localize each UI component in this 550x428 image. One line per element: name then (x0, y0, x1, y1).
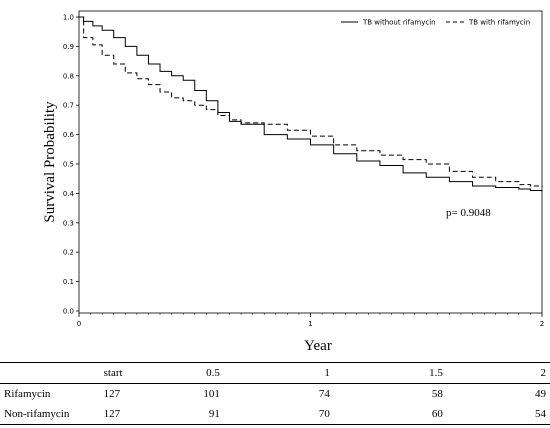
y-tick-label: 0.5 (63, 161, 74, 169)
legend: TB without rifamycin TB with rifamycin (341, 19, 530, 27)
series-lines (79, 16, 543, 192)
x-axis: 0 1 2 (77, 313, 544, 328)
risk-cell: 101 (203, 388, 220, 400)
y-tick-label: 0.7 (63, 102, 74, 110)
y-tick-label: 0.9 (63, 43, 74, 51)
x-tick-label: 1 (308, 320, 312, 328)
risk-col-start: start (103, 362, 130, 384)
survival-chart: 0.0 0.1 0.2 0.3 0.4 0.5 0.6 0.7 0.8 0.9 1.0 0 1 2 Su… (42, 10, 544, 354)
risk-table-corner (0, 362, 104, 384)
legend-label-with-rifamycin: TB with rifamycin (468, 19, 530, 27)
y-tick-label: 0.2 (63, 249, 74, 257)
y-tick-label: 0.3 (63, 219, 74, 227)
risk-cell: 70 (219, 404, 330, 425)
p-value-annotation: p= 0.9048 (446, 207, 491, 219)
risk-col-1-5: 1.5 (329, 362, 443, 384)
y-tick-label: 1.0 (63, 14, 74, 22)
y-tick-label: 0.6 (63, 131, 75, 139)
y-axis-label: Survival Probability (42, 101, 58, 223)
risk-row-label: Rifamycin (4, 388, 51, 400)
y-axis: 0.0 0.1 0.2 0.3 0.4 0.5 0.6 0.7 0.8 0.9 1.0 (63, 14, 79, 316)
risk-col-2: 2 (442, 362, 550, 384)
risk-table-header: start 0.5 1 1.5 2 (0, 362, 550, 384)
risk-cell: 58 (431, 388, 443, 400)
x-axis-label: Year (304, 338, 332, 354)
risk-cell: 127 (103, 388, 121, 400)
risk-cell: 54 (442, 404, 550, 425)
x-tick-label: 0 (77, 320, 81, 328)
risk-row-non-rifamycin: Non-rifamycin 127 91 70 60 54 (0, 404, 550, 425)
series-line-without-rifamycin (79, 16, 543, 192)
y-tick-label: 0.1 (63, 278, 74, 286)
risk-col-0-5: 0.5 (129, 362, 220, 384)
risk-row-rifamycin: Rifamycin 127 101 74 58 49 (0, 384, 550, 405)
risk-cell: 91 (129, 404, 220, 425)
series-line-with-rifamycin (79, 16, 543, 188)
y-tick-label: 0.4 (63, 190, 75, 198)
risk-cell: 60 (329, 404, 443, 425)
y-tick-label: 0.0 (63, 308, 74, 316)
risk-row-label: Non-rifamycin (0, 404, 104, 425)
risk-cell: 74 (318, 388, 330, 400)
risk-cell: 49 (535, 388, 546, 400)
risk-col-1: 1 (219, 362, 330, 384)
legend-label-without-rifamycin: TB without rifamycin (362, 19, 436, 27)
x-tick-label: 2 (540, 320, 544, 328)
risk-cell: 127 (103, 404, 130, 425)
y-tick-label: 0.8 (63, 72, 74, 80)
risk-table: start 0.5 1 1.5 2 Rifamycin 127 101 74 5… (0, 362, 550, 425)
